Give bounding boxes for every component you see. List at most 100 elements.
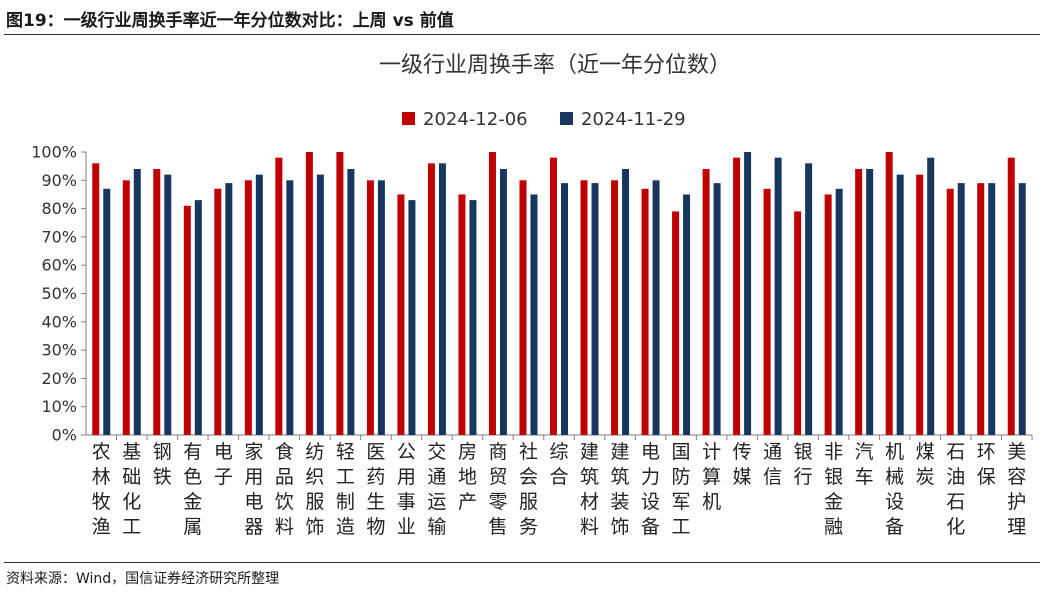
top-rule bbox=[4, 34, 1040, 35]
bar-previous bbox=[835, 188, 843, 435]
bar-previous bbox=[866, 168, 874, 436]
bar-previous bbox=[561, 183, 568, 435]
category-label: 有色金属 bbox=[183, 441, 202, 538]
category-label: 轻工制造 bbox=[336, 441, 355, 538]
bar-current bbox=[244, 180, 252, 435]
bar-current bbox=[92, 163, 100, 435]
legend-swatch-1 bbox=[560, 112, 573, 125]
bar-current bbox=[214, 188, 222, 435]
bar-current bbox=[427, 163, 435, 435]
x-axis-categories: 农林牧渔基础化工钢铁有色金属电子家用电器食品饮料纺织服饰轻工制造医药生物公用事业… bbox=[92, 435, 1033, 538]
bar-current bbox=[397, 194, 405, 435]
bar-current bbox=[611, 180, 619, 435]
source-note: 资料来源：Wind，国信证券经济研究所整理 bbox=[6, 571, 280, 587]
bar-current bbox=[275, 157, 283, 435]
bar-current bbox=[519, 180, 527, 435]
bar-current bbox=[550, 157, 557, 435]
bar-current bbox=[824, 194, 832, 435]
bar-previous bbox=[103, 188, 111, 435]
bar-previous bbox=[774, 157, 782, 435]
bar-previous bbox=[1018, 183, 1026, 435]
category-label: 银行 bbox=[794, 441, 813, 488]
category-label: 房地产 bbox=[458, 441, 477, 513]
bar-previous bbox=[286, 180, 294, 435]
bar-current bbox=[916, 174, 924, 435]
category-label: 计算机 bbox=[702, 441, 721, 513]
category-label: 公用事业 bbox=[397, 441, 416, 538]
bar-current bbox=[702, 168, 710, 436]
bar-current bbox=[336, 152, 344, 435]
y-tick-label: 90% bbox=[41, 171, 77, 190]
y-axis: 0% 10% 20% 30% 40% 50% 60% 70% 80% 90% 100% bbox=[31, 143, 1032, 445]
y-tick-label: 10% bbox=[41, 397, 77, 416]
legend-label-0: 2024-12-06 bbox=[423, 109, 528, 130]
y-tick-label: 50% bbox=[41, 284, 77, 303]
bar-previous bbox=[194, 200, 202, 435]
y-tick-label: 80% bbox=[41, 199, 77, 218]
category-label: 非银金融 bbox=[824, 441, 843, 538]
bar-current bbox=[305, 152, 313, 435]
bar-previous bbox=[347, 168, 355, 436]
category-label: 环保 bbox=[977, 441, 996, 488]
bar-current bbox=[855, 168, 863, 436]
bar-previous bbox=[377, 180, 385, 435]
bar-current bbox=[183, 205, 191, 435]
bottom-rule bbox=[4, 562, 1040, 563]
bar-current bbox=[488, 152, 496, 435]
category-label: 建筑材料 bbox=[580, 441, 599, 538]
bar-previous bbox=[499, 168, 507, 436]
category-label: 基础化工 bbox=[122, 441, 141, 538]
category-label: 传媒 bbox=[733, 441, 752, 488]
bar-previous bbox=[622, 168, 630, 436]
bar-current bbox=[580, 180, 588, 435]
bar-previous bbox=[652, 180, 660, 435]
category-label: 纺织服饰 bbox=[305, 441, 324, 538]
bar-previous bbox=[469, 200, 477, 435]
bar-previous bbox=[988, 183, 996, 435]
category-label: 食品饮料 bbox=[275, 441, 294, 538]
bar-previous bbox=[957, 183, 965, 435]
bar-previous bbox=[683, 194, 691, 435]
y-tick-label: 20% bbox=[41, 369, 77, 388]
y-tick-label: 0% bbox=[52, 426, 77, 445]
category-label: 煤炭 bbox=[916, 441, 935, 488]
y-tick-label: 30% bbox=[41, 341, 77, 360]
category-label: 电力设备 bbox=[641, 441, 660, 538]
bar-previous bbox=[255, 174, 263, 435]
bar-previous bbox=[530, 194, 538, 435]
legend-swatch-0 bbox=[402, 112, 415, 125]
bar-previous bbox=[591, 183, 599, 435]
category-label: 汽车 bbox=[855, 441, 874, 488]
bar-previous bbox=[164, 174, 172, 435]
category-label: 家用电器 bbox=[244, 441, 263, 538]
bar-current bbox=[641, 188, 649, 435]
bar-current bbox=[122, 180, 130, 435]
category-label: 医药生物 bbox=[366, 441, 385, 538]
bar-previous bbox=[927, 157, 935, 435]
bar-previous bbox=[896, 174, 904, 435]
chart-title: 一级行业周换手率（近一年分位数） bbox=[379, 53, 731, 78]
bars bbox=[92, 152, 1026, 436]
figure-caption: 图19：一级行业周换手率近一年分位数对比：上周 vs 前值 bbox=[6, 11, 454, 31]
bar-current bbox=[946, 188, 954, 435]
category-label: 社会服务 bbox=[519, 441, 538, 538]
bar-current bbox=[153, 168, 161, 436]
bar-previous bbox=[225, 183, 233, 435]
bar-current bbox=[733, 157, 741, 435]
category-label: 农林牧渔 bbox=[92, 441, 111, 538]
bar-previous bbox=[408, 200, 416, 435]
bar-previous bbox=[805, 163, 813, 435]
legend-label-1: 2024-11-29 bbox=[581, 109, 686, 130]
bar-current bbox=[763, 188, 771, 435]
bar-previous bbox=[438, 163, 446, 435]
y-tick-label: 60% bbox=[41, 256, 77, 275]
y-tick-label: 100% bbox=[31, 143, 77, 162]
y-tick-label: 40% bbox=[41, 312, 77, 331]
bar-current bbox=[458, 194, 466, 435]
category-label: 建筑装饰 bbox=[611, 441, 630, 538]
bar-current bbox=[672, 211, 680, 435]
legend: 2024-12-06 2024-11-29 bbox=[402, 109, 686, 130]
bar-current bbox=[977, 183, 985, 435]
bar-previous bbox=[133, 168, 141, 436]
bar-current bbox=[885, 152, 893, 435]
